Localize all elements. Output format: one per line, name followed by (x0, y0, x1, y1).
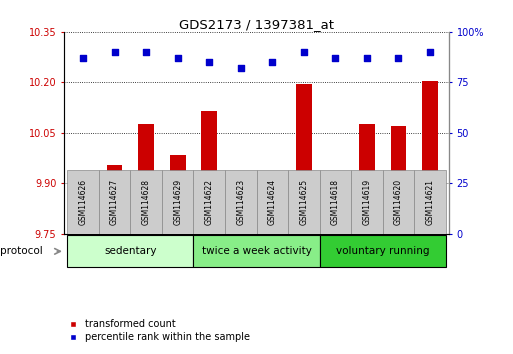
Bar (201, 111, 217, 234)
Bar (327, 178, 343, 234)
FancyBboxPatch shape (193, 170, 225, 234)
Text: GSM114624: GSM114624 (268, 179, 277, 225)
Text: twice a week activity: twice a week activity (202, 246, 311, 256)
Bar (107, 165, 123, 234)
FancyBboxPatch shape (67, 170, 99, 234)
Bar (390, 126, 406, 234)
Point (205, 59, 213, 65)
Point (79, 55, 87, 61)
Text: sedentary: sedentary (104, 246, 156, 256)
Bar (296, 84, 312, 234)
FancyBboxPatch shape (351, 170, 383, 234)
Bar (422, 81, 438, 234)
Point (173, 55, 182, 61)
Text: GSM114623: GSM114623 (236, 179, 245, 225)
Text: GSM114622: GSM114622 (205, 179, 214, 225)
Point (426, 49, 434, 55)
FancyBboxPatch shape (320, 170, 351, 234)
Point (236, 65, 245, 71)
Text: GSM114620: GSM114620 (394, 179, 403, 225)
Point (300, 49, 308, 55)
FancyBboxPatch shape (67, 235, 193, 267)
Text: GSM114618: GSM114618 (331, 179, 340, 225)
Bar (233, 198, 249, 234)
FancyBboxPatch shape (383, 170, 414, 234)
Text: GSM114629: GSM114629 (173, 179, 182, 225)
FancyBboxPatch shape (99, 170, 130, 234)
Point (268, 59, 277, 65)
Point (363, 55, 371, 61)
FancyBboxPatch shape (320, 235, 446, 267)
Bar (138, 124, 154, 234)
FancyBboxPatch shape (162, 170, 193, 234)
Bar (75, 230, 91, 234)
Text: GSM114628: GSM114628 (142, 179, 151, 225)
Point (110, 49, 119, 55)
Point (142, 49, 150, 55)
Text: GSM114627: GSM114627 (110, 179, 119, 225)
Text: GSM114621: GSM114621 (425, 179, 435, 225)
Text: protocol: protocol (0, 246, 43, 256)
FancyBboxPatch shape (193, 235, 320, 267)
Text: GSM114619: GSM114619 (362, 179, 371, 225)
Legend: transformed count, percentile rank within the sample: transformed count, percentile rank withi… (69, 319, 249, 342)
FancyBboxPatch shape (256, 170, 288, 234)
FancyBboxPatch shape (414, 170, 446, 234)
Bar (170, 155, 186, 234)
FancyBboxPatch shape (130, 170, 162, 234)
FancyBboxPatch shape (225, 170, 256, 234)
Text: GSM114626: GSM114626 (78, 179, 88, 225)
Text: GSM114625: GSM114625 (299, 179, 308, 225)
Text: voluntary running: voluntary running (336, 246, 429, 256)
Bar (359, 124, 375, 234)
Title: GDS2173 / 1397381_at: GDS2173 / 1397381_at (179, 18, 334, 31)
Point (394, 55, 403, 61)
Point (331, 55, 340, 61)
Bar (264, 178, 280, 234)
FancyBboxPatch shape (288, 170, 320, 234)
